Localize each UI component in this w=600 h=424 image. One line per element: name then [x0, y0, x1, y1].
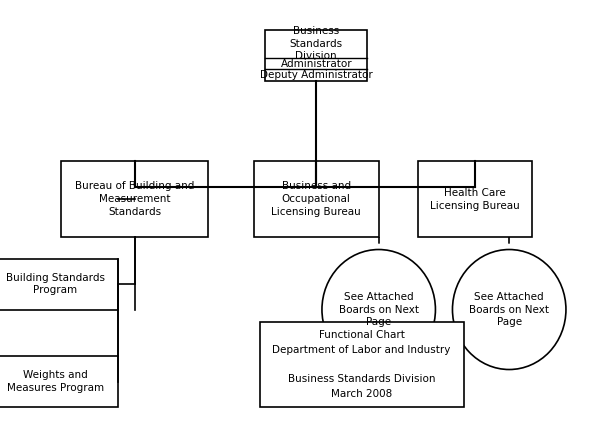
Text: Business and
Occupational
Licensing Bureau: Business and Occupational Licensing Bure…: [271, 181, 361, 217]
Ellipse shape: [452, 249, 566, 370]
Text: Weights and
Measures Program: Weights and Measures Program: [7, 370, 104, 393]
Text: Building Standards
Program: Building Standards Program: [6, 273, 105, 296]
FancyBboxPatch shape: [0, 259, 118, 310]
FancyBboxPatch shape: [260, 322, 464, 407]
FancyBboxPatch shape: [254, 161, 379, 237]
FancyBboxPatch shape: [61, 161, 208, 237]
Text: See Attached
Boards on Next
Page: See Attached Boards on Next Page: [338, 292, 419, 327]
FancyBboxPatch shape: [265, 30, 367, 81]
Text: Functional Chart
Department of Labor and Industry

Business Standards Division
M: Functional Chart Department of Labor and…: [272, 330, 451, 399]
Text: Administrator: Administrator: [280, 59, 352, 69]
FancyBboxPatch shape: [418, 161, 532, 237]
Text: Business
Standards
Division: Business Standards Division: [290, 26, 343, 61]
Text: Health Care
Licensing Bureau: Health Care Licensing Bureau: [430, 188, 520, 211]
Text: See Attached
Boards on Next
Page: See Attached Boards on Next Page: [469, 292, 549, 327]
Ellipse shape: [322, 249, 436, 370]
FancyBboxPatch shape: [0, 356, 118, 407]
Text: Deputy Administrator: Deputy Administrator: [260, 70, 373, 80]
Text: Bureau of Building and
Measurement
Standards: Bureau of Building and Measurement Stand…: [75, 181, 194, 217]
